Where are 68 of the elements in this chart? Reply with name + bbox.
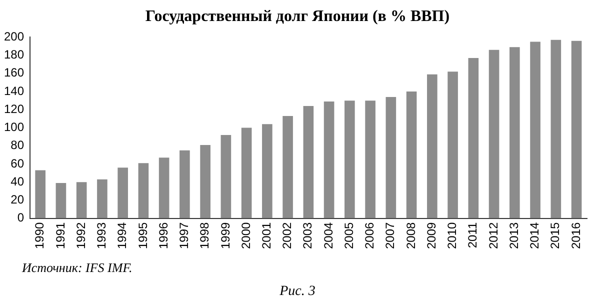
x-tick-label: 2009 — [424, 222, 438, 250]
bar — [118, 168, 128, 218]
x-tick-label: 2005 — [342, 222, 356, 250]
bar — [448, 72, 458, 218]
x-tick-label: 1993 — [94, 222, 109, 250]
y-tick-label: 160 — [4, 66, 24, 80]
x-tick-label: 2016 — [568, 222, 583, 250]
bar — [406, 92, 417, 218]
x-tick-label: 1997 — [177, 222, 192, 250]
x-tick-label: 1995 — [136, 222, 150, 250]
bar — [510, 47, 520, 218]
x-tick-label: 2007 — [383, 222, 398, 250]
bar — [158, 158, 170, 218]
bar — [571, 40, 582, 218]
x-tick-label: 2001 — [259, 222, 274, 250]
bar — [200, 144, 210, 218]
x-tick-label: 2014 — [528, 222, 542, 250]
y-tick-label: 40 — [10, 174, 24, 188]
bar — [282, 116, 293, 218]
y-tick-label: 80 — [10, 138, 24, 152]
x-tick-label: 1991 — [53, 222, 68, 250]
x-tick-label: 1999 — [218, 222, 232, 250]
bar — [97, 179, 108, 218]
bar — [56, 182, 66, 218]
y-tick-label: 100 — [4, 120, 24, 134]
x-tick-label: 2006 — [362, 222, 377, 250]
x-tick-label: 2002 — [280, 222, 294, 250]
bar — [365, 100, 376, 218]
y-tick-label: 60 — [10, 156, 24, 170]
y-tick-label: 140 — [4, 84, 24, 98]
text: Источник: IFS IMF. — [22, 260, 132, 276]
bar — [180, 150, 190, 218]
bar — [324, 101, 334, 218]
x-tick-label: 1998 — [198, 222, 212, 250]
x-tick-label: 2004 — [321, 222, 336, 250]
bar — [488, 50, 500, 218]
x-tick-label: 2008 — [404, 222, 418, 250]
y-tick-label: 0 — [17, 210, 24, 225]
bar — [220, 134, 232, 218]
bar — [427, 74, 438, 218]
y-tick-label: 200 — [4, 30, 24, 44]
x-tick-label: 2011 — [466, 222, 480, 248]
bar — [138, 163, 149, 218]
bar — [303, 106, 314, 218]
x-tick-label: 1994 — [115, 222, 130, 250]
chart-title: Государственный долг Японии (в % ВВП) — [144, 7, 451, 27]
x-tick-label: 1992 — [74, 222, 88, 250]
y-tick-label: 180 — [4, 48, 24, 62]
bar — [35, 170, 46, 218]
x-tick-label: 2015 — [548, 222, 562, 250]
x-tick-label: 2013 — [506, 222, 521, 250]
bar — [530, 42, 540, 218]
bar — [468, 58, 479, 218]
bar — [241, 128, 252, 218]
bar — [386, 96, 396, 218]
bar — [262, 124, 272, 218]
x-tick-label: 1996 — [156, 222, 170, 250]
x-tick-label: 2010 — [445, 222, 460, 250]
x-tick-label: 2003 — [300, 222, 315, 250]
text: Рис. 3 — [278, 284, 316, 300]
x-tick-label: 1990 — [32, 222, 47, 250]
bar — [344, 100, 355, 218]
x-tick-label: 2012 — [486, 222, 500, 250]
bar — [76, 182, 87, 218]
x-tick-label: 2000 — [238, 222, 253, 250]
y-tick-label: 20 — [10, 192, 24, 207]
y-tick-label: 120 — [4, 102, 24, 116]
bar — [550, 40, 562, 218]
